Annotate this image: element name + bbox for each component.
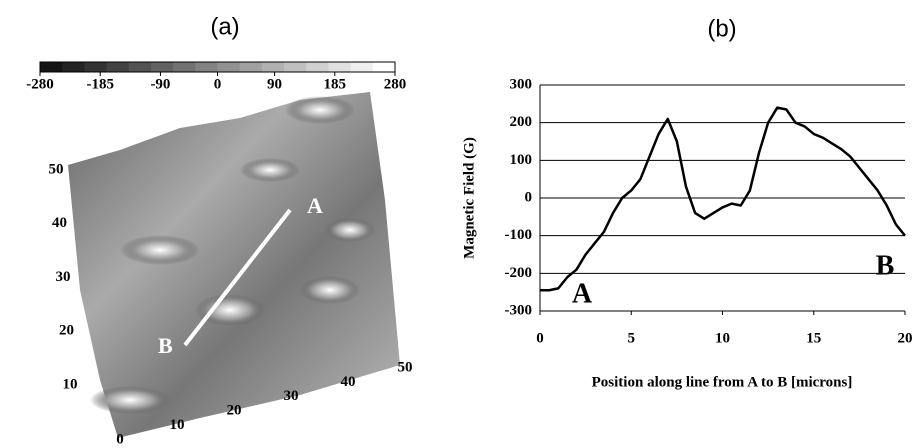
x-tick-label: 40 (341, 374, 356, 390)
annotation: B (876, 250, 895, 281)
colorbar-band (173, 62, 196, 72)
colorbar-band (284, 62, 307, 72)
y-tick-label: -100 (505, 227, 533, 243)
annotation: A (572, 278, 593, 309)
colorbar-label: 185 (324, 76, 347, 92)
colorbar-band (128, 62, 152, 72)
x-tick-label: 10 (170, 417, 185, 433)
x-tick-label: 50 (398, 359, 413, 375)
y-tick-label: 20 (59, 323, 74, 339)
panel-title: (a) (210, 13, 239, 40)
y-tick-label: 30 (56, 269, 71, 285)
y-tick-label: 200 (510, 114, 533, 130)
y-tick-label: 300 (510, 76, 533, 92)
colorbar-band (217, 62, 241, 72)
annotation: A (307, 193, 323, 218)
y-tick-label: -300 (505, 302, 533, 318)
annotation: B (158, 333, 173, 358)
x-tick-label: 0 (116, 431, 124, 447)
y-tick-label: 50 (49, 161, 64, 177)
y-tick-label: -200 (505, 265, 533, 281)
data-line (540, 106, 906, 292)
colorbar-band (106, 62, 130, 72)
colorbar-band (40, 62, 63, 72)
y-tick-label: 40 (52, 215, 67, 231)
x-tick-label: 15 (806, 330, 821, 346)
y-tick-label: 10 (63, 376, 78, 392)
panel-title: (b) (707, 15, 736, 42)
colorbar-band (261, 62, 285, 72)
colorbar-band (239, 62, 263, 72)
x-tick-label: 20 (227, 403, 242, 419)
y-tick-label: 0 (525, 189, 533, 205)
y-tick-label: 100 (510, 152, 533, 168)
x-tick-label: 5 (628, 330, 636, 346)
surface-image (68, 92, 400, 438)
x-tick-label: 0 (536, 330, 544, 346)
colorbar-band (62, 62, 85, 72)
colorbar-label: -280 (26, 76, 54, 92)
colorbar-label: 280 (384, 76, 407, 92)
colorbar-label: 0 (214, 76, 222, 92)
colorbar-band (84, 62, 108, 72)
colorbar-band (150, 62, 174, 72)
colorbar-band (306, 62, 329, 72)
y-axis-label: Magnetic Field (G) (461, 137, 477, 259)
colorbar-label: -185 (86, 76, 114, 92)
x-tick-label: 30 (284, 388, 299, 404)
colorbar-band (350, 62, 374, 72)
colorbar-label: -90 (150, 76, 170, 92)
x-tick-label: 10 (715, 330, 730, 346)
colorbar-band (328, 62, 352, 72)
colorbar-band (195, 62, 218, 72)
x-axis-label: Position along line from A to B [microns… (592, 374, 853, 390)
colorbar-label: 90 (267, 76, 282, 92)
x-tick-label: 20 (898, 330, 913, 346)
colorbar-band (372, 62, 396, 72)
